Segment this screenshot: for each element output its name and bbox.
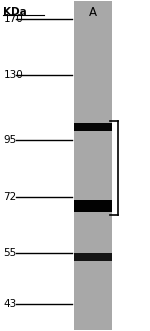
Text: 170: 170: [4, 14, 23, 24]
Text: A: A: [89, 6, 97, 19]
Text: 43: 43: [4, 299, 17, 309]
Bar: [74, 253, 112, 260]
Bar: [74, 1, 112, 330]
Text: 95: 95: [4, 135, 17, 145]
Bar: [74, 200, 112, 212]
Text: KDa: KDa: [3, 7, 27, 17]
Text: 55: 55: [4, 248, 17, 258]
Bar: [74, 123, 112, 130]
Text: 72: 72: [4, 192, 17, 202]
Text: 130: 130: [4, 70, 23, 79]
